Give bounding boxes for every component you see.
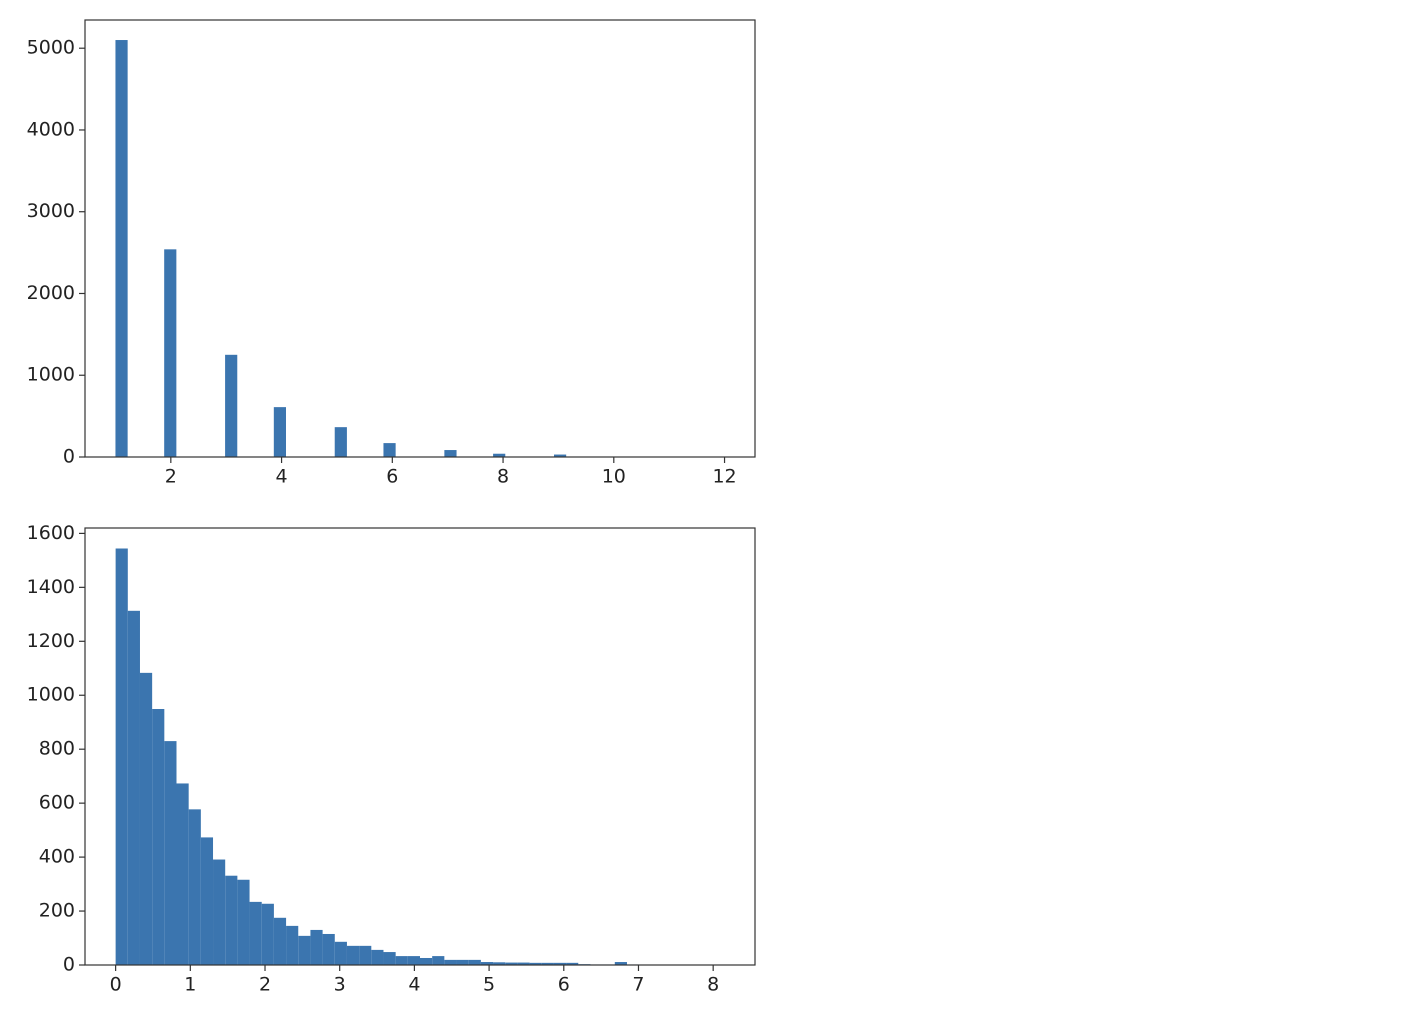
- bar: [493, 962, 506, 965]
- bar: [334, 427, 347, 457]
- bar: [225, 875, 238, 965]
- bar: [322, 933, 335, 965]
- x-tick-label: 4: [276, 466, 288, 488]
- bar: [553, 962, 567, 965]
- bar: [529, 962, 542, 965]
- x-tick-label: 1: [184, 974, 196, 996]
- y-tick-label: 3000: [27, 200, 75, 222]
- bar: [273, 917, 287, 965]
- x-tick-label: 2: [165, 466, 177, 488]
- bar: [164, 741, 177, 965]
- bar: [517, 962, 530, 965]
- axes-frame: [84, 527, 756, 966]
- y-tick-label: 0: [63, 954, 75, 976]
- x-tick-label: 6: [558, 974, 570, 996]
- bar: [286, 925, 299, 965]
- bar: [359, 945, 372, 965]
- y-tick-label: 600: [39, 792, 75, 814]
- y-tick-label: 0: [63, 446, 75, 468]
- bar: [261, 903, 274, 965]
- bar: [456, 959, 469, 965]
- bar: [249, 901, 262, 965]
- y-tick-label: 800: [39, 738, 75, 760]
- bar: [273, 407, 286, 457]
- x-tick-label: 5: [483, 974, 495, 996]
- bar: [395, 956, 408, 965]
- bar: [200, 837, 214, 965]
- bar: [139, 672, 153, 965]
- x-tick-label: 0: [110, 974, 122, 996]
- bar: [225, 354, 238, 457]
- bar: [310, 929, 323, 965]
- bar: [127, 610, 140, 965]
- x-tick-label: 8: [707, 974, 719, 996]
- bar: [164, 249, 177, 457]
- y-tick-label: 4000: [27, 118, 75, 140]
- y-tick-label: 1600: [27, 522, 75, 544]
- bar: [468, 959, 481, 965]
- x-tick-label: 10: [602, 466, 626, 488]
- x-tick-label: 4: [408, 974, 420, 996]
- bar: [298, 935, 311, 965]
- bar: [614, 962, 627, 965]
- bar: [115, 548, 128, 965]
- bar: [334, 941, 347, 965]
- bar: [505, 962, 518, 965]
- x-tick-label: 3: [334, 974, 346, 996]
- bar: [554, 454, 567, 457]
- bar: [383, 443, 396, 457]
- bar: [152, 709, 165, 965]
- bar: [188, 809, 201, 965]
- y-tick-label: 400: [39, 846, 75, 868]
- y-tick-label: 5000: [27, 37, 75, 59]
- y-tick-label: 1000: [27, 364, 75, 386]
- bar: [383, 952, 396, 965]
- bar: [115, 40, 128, 457]
- bar: [432, 956, 445, 965]
- y-tick-label: 1400: [27, 576, 75, 598]
- bar: [480, 962, 494, 965]
- y-tick-label: 2000: [27, 282, 75, 304]
- bar: [420, 957, 433, 965]
- bar: [176, 783, 189, 965]
- y-tick-label: 1200: [27, 630, 75, 652]
- y-tick-label: 1000: [27, 684, 75, 706]
- bar: [237, 879, 250, 965]
- x-tick-label: 12: [712, 466, 736, 488]
- x-tick-label: 8: [497, 466, 509, 488]
- bar: [493, 453, 506, 457]
- bar: [566, 962, 579, 965]
- y-tick-label: 200: [39, 900, 75, 922]
- bar: [371, 949, 384, 965]
- bar: [444, 959, 457, 965]
- bar: [541, 962, 554, 965]
- bar: [407, 956, 420, 965]
- axes-frame: [84, 19, 756, 458]
- x-tick-label: 7: [632, 974, 644, 996]
- bar: [444, 450, 457, 457]
- x-tick-label: 2: [259, 974, 271, 996]
- bar: [213, 859, 226, 965]
- bar: [346, 945, 360, 965]
- x-tick-label: 6: [386, 466, 398, 488]
